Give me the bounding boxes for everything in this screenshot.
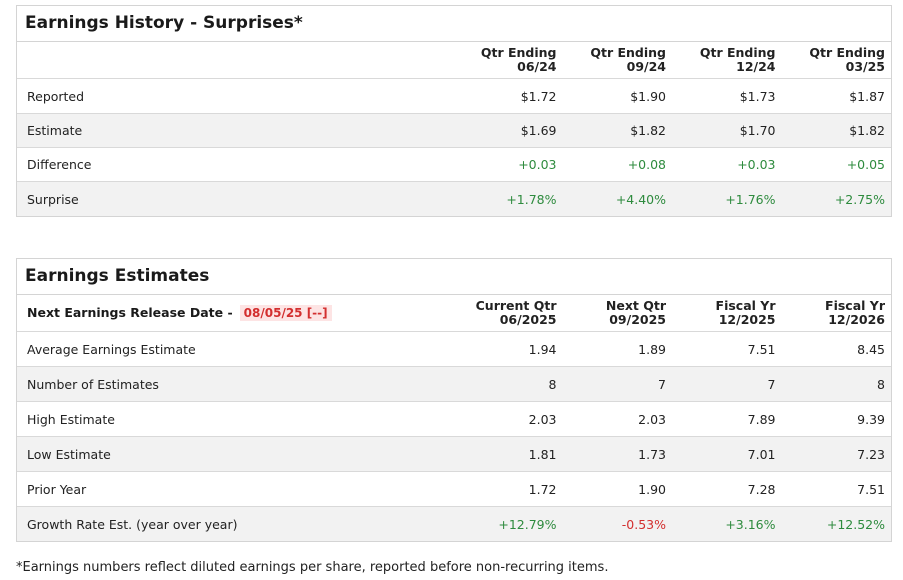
cell-value: 1.89: [638, 341, 666, 357]
cell-value: 7: [767, 376, 776, 392]
table-row: Average Earnings Estimate 1.94 1.89 7.51…: [17, 332, 891, 367]
cell-value: +4.40%: [615, 191, 666, 207]
history-col-header: Qtr Ending 09/24: [590, 45, 666, 74]
cell-value: $1.82: [630, 123, 666, 138]
cell-value: 7.89: [747, 411, 776, 427]
cell-value: 7: [658, 376, 666, 392]
table-row: Estimate $1.69 $1.82 $1.70 $1.82: [17, 114, 891, 148]
row-label: Number of Estimates: [27, 376, 159, 392]
row-label: Growth Rate Est. (year over year): [27, 516, 238, 532]
next-release-label: Next Earnings Release Date -: [27, 305, 233, 320]
estimates-col-header: Fiscal Yr 12/2025: [715, 298, 776, 327]
cell-value: 2.03: [528, 411, 557, 427]
cell-value: 7.23: [857, 446, 885, 462]
earnings-history-title: Earnings History - Surprises*: [17, 6, 891, 42]
cell-value: 8: [877, 376, 885, 392]
cell-value: $1.72: [520, 88, 557, 104]
earnings-history-header-row: Qtr Ending 06/24 Qtr Ending 09/24 Qtr Endi…: [17, 42, 891, 79]
cell-value: +0.03: [518, 157, 557, 172]
earnings-estimates-header-row: Next Earnings Release Date - 08/05/25 [-…: [17, 295, 891, 332]
history-col-header: Qtr Ending 12/24: [699, 45, 776, 74]
cell-value: -0.53%: [621, 516, 666, 532]
cell-value: 2.03: [638, 411, 666, 427]
cell-value: +12.79%: [498, 516, 557, 532]
history-col-header: Qtr Ending 06/24: [480, 45, 557, 74]
row-label: Difference: [27, 157, 92, 172]
row-label: High Estimate: [27, 411, 115, 427]
estimates-col-header: Current Qtr 06/2025: [475, 298, 557, 327]
earnings-history-panel: Earnings History - Surprises* Qtr Ending…: [16, 5, 892, 217]
row-label: Estimate: [27, 123, 83, 138]
row-label: Reported: [27, 88, 85, 104]
cell-value: 1.72: [528, 481, 557, 497]
table-row: Difference +0.03 +0.08 +0.03 +0.05: [17, 148, 891, 182]
cell-value: $1.73: [739, 88, 776, 104]
table-row: Surprise +1.78% +4.40% +1.76% +2.75%: [17, 182, 891, 216]
cell-value: 7.51: [747, 341, 776, 357]
cell-value: +0.03: [737, 157, 776, 172]
table-row: Low Estimate 1.81 1.73 7.01 7.23: [17, 437, 891, 472]
cell-value: 7.01: [747, 446, 776, 462]
cell-value: $1.87: [849, 88, 885, 104]
table-row: Growth Rate Est. (year over year) +12.79…: [17, 507, 891, 541]
next-release-date-link[interactable]: 08/05/25 [--]: [239, 305, 332, 321]
cell-value: +1.78%: [506, 191, 557, 207]
cell-value: $1.69: [520, 123, 557, 138]
footnote: *Earnings numbers reflect diluted earnin…: [16, 560, 609, 575]
earnings-estimates-panel: Earnings Estimates Next Earnings Release…: [16, 258, 892, 542]
cell-value: 1.94: [528, 341, 557, 357]
estimates-col-header: Next Qtr 09/2025: [605, 298, 666, 327]
cell-value: $1.70: [739, 123, 776, 138]
earnings-estimates-title: Earnings Estimates: [17, 259, 891, 295]
cell-value: 9.39: [857, 411, 885, 427]
cell-value: 7.28: [747, 481, 776, 497]
cell-value: 1.81: [528, 446, 557, 462]
row-label: Low Estimate: [27, 446, 111, 462]
cell-value: 8: [548, 376, 557, 392]
cell-value: +0.08: [627, 157, 666, 172]
cell-value: $1.90: [630, 88, 666, 104]
estimates-col-header: Fiscal Yr 12/2026: [825, 298, 885, 327]
cell-value: $1.82: [849, 123, 885, 138]
cell-value: 1.90: [638, 481, 666, 497]
cell-value: 7.51: [857, 481, 885, 497]
cell-value: +12.52%: [826, 516, 885, 532]
cell-value: +2.75%: [834, 191, 885, 207]
table-row: High Estimate 2.03 2.03 7.89 9.39: [17, 402, 891, 437]
row-label: Prior Year: [27, 481, 87, 497]
row-label: Average Earnings Estimate: [27, 341, 196, 357]
table-row: Number of Estimates 8 7 7 8: [17, 367, 891, 402]
next-release-cell: Next Earnings Release Date - 08/05/25 [-…: [17, 305, 447, 321]
table-row: Reported $1.72 $1.90 $1.73 $1.87: [17, 79, 891, 114]
table-row: Prior Year 1.72 1.90 7.28 7.51: [17, 472, 891, 507]
history-col-header: Qtr Ending 03/25: [809, 45, 885, 74]
cell-value: +1.76%: [725, 191, 776, 207]
cell-value: +3.16%: [725, 516, 776, 532]
row-label: Surprise: [27, 191, 79, 207]
cell-value: 1.73: [638, 446, 666, 462]
cell-value: 8.45: [857, 341, 885, 357]
cell-value: +0.05: [846, 157, 885, 172]
